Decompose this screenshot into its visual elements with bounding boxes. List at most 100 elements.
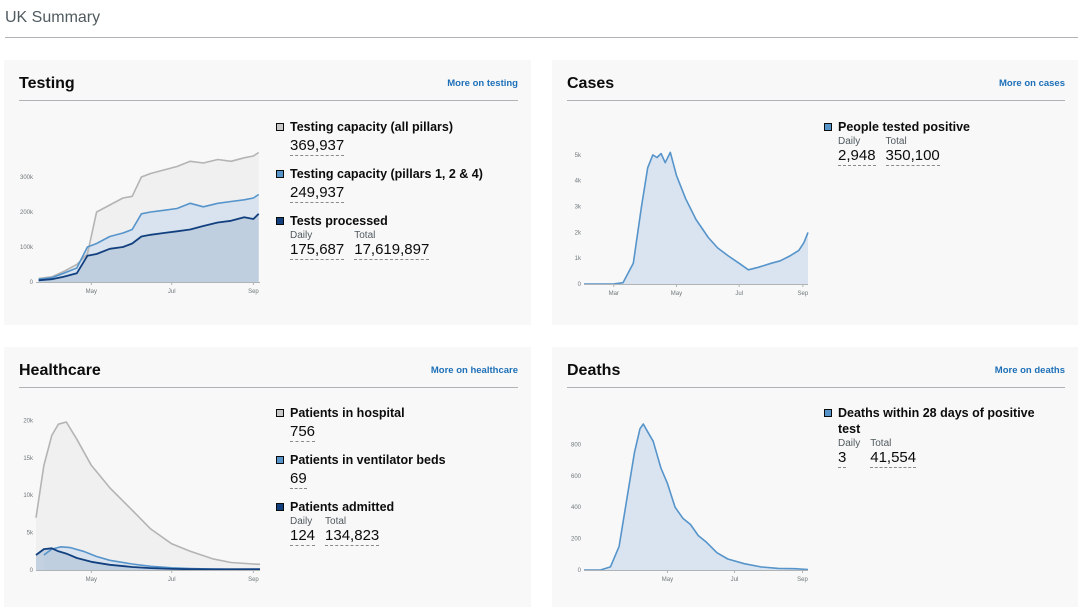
testing-card-title: Testing: [19, 75, 75, 92]
cases-stats: People tested positive Daily 2,948 Total…: [824, 119, 1069, 176]
deaths-total-label: Total: [870, 438, 892, 449]
series-area-dark-blue: [36, 548, 260, 570]
admitted-daily-label: Daily: [290, 516, 313, 527]
y-tick-label: 20k: [23, 418, 34, 424]
y-tick-label: 600: [571, 474, 582, 480]
admitted-total-value[interactable]: 134,823: [325, 527, 380, 546]
admitted-total-label: Total: [325, 516, 347, 527]
testing-stats: Testing capacity (all pillars) 369,937 T…: [276, 119, 526, 270]
y-tick-label: 0: [578, 282, 582, 288]
y-tick-label: 15k: [23, 456, 34, 462]
admitted-daily-value[interactable]: 124: [290, 527, 316, 546]
legend-swatch-dark-blue: [276, 503, 284, 511]
series-line-grey: [35, 421, 261, 566]
cases-daily-value[interactable]: 2,948: [838, 147, 876, 166]
cases-chart: 0 1k 2k 3k 4k 5k Mar May Jul Sep: [575, 151, 809, 297]
x-tick-label: May: [86, 577, 97, 583]
x-tick-label: May: [86, 289, 97, 295]
testing-capacity-pillars-label: Testing capacity (pillars 1, 2 & 4): [290, 167, 483, 181]
testing-capacity-all-label: Testing capacity (all pillars): [290, 120, 454, 134]
y-tick-label: 200k: [20, 210, 34, 216]
people-tested-positive-metric: People tested positive Daily 2,948 Total…: [824, 119, 1069, 166]
deaths-daily-label: Daily: [838, 438, 861, 449]
legend-swatch-grey: [276, 123, 284, 131]
series-line-light-blue: [583, 151, 809, 285]
cases-daily-label: Daily: [838, 136, 861, 147]
deaths-daily-value[interactable]: 3: [838, 449, 847, 468]
more-on-cases-link[interactable]: More on cases: [999, 78, 1065, 89]
legend-swatch-light-blue: [276, 170, 284, 178]
healthcare-chart: 0 5k 10k 15k 20k May Jul Sep: [23, 418, 261, 583]
testing-card: Testing More on testing 0 100k 200k 300k May…: [4, 60, 531, 325]
cases-total-label: Total: [885, 136, 907, 147]
series-line-light-blue: [584, 423, 809, 571]
legend-swatch-light-blue: [276, 456, 284, 464]
legend-swatch-light-blue: [824, 409, 832, 417]
deaths-total-value[interactable]: 41,554: [870, 449, 917, 468]
y-tick-label: 400: [571, 505, 582, 511]
series-area-light-blue: [584, 424, 808, 570]
cases-card: Cases More on cases 0 1k 2k 3k 4k 5k Mar May Jul…: [552, 60, 1078, 325]
x-tick-label: Jul: [731, 577, 739, 583]
y-tick-label: 0: [578, 568, 582, 574]
y-tick-label: 3k: [575, 205, 582, 211]
tests-processed-daily-value[interactable]: 175,687: [290, 241, 345, 260]
deaths-within-28-days-label: Deaths within 28 days of positive test: [838, 406, 1035, 436]
patients-ventilator-value[interactable]: 69: [290, 470, 307, 489]
cases-total-value[interactable]: 350,100: [885, 147, 940, 166]
patients-admitted-metric: Patients admitted Daily 124 Total 134,82…: [276, 499, 526, 546]
cases-card-title: Cases: [567, 75, 615, 92]
x-tick-label: Sep: [248, 577, 259, 583]
x-tick-label: Sep: [797, 577, 808, 583]
x-tick-label: Sep: [798, 291, 809, 297]
y-tick-label: 10k: [23, 493, 34, 499]
more-on-deaths-link[interactable]: More on deaths: [994, 365, 1065, 376]
deaths-chart: 0 200 400 600 800 May Jul Sep: [571, 423, 809, 583]
more-on-testing-link[interactable]: More on testing: [447, 78, 518, 89]
y-tick-label: 2k: [575, 230, 582, 236]
more-on-healthcare-link[interactable]: More on healthcare: [430, 365, 518, 376]
patients-in-hospital-value[interactable]: 756: [290, 423, 316, 442]
title-divider: [5, 37, 1078, 38]
testing-capacity-pillars-value[interactable]: 249,937: [290, 184, 345, 203]
y-tick-label: 100k: [20, 245, 34, 251]
series-line-dark-blue: [38, 213, 260, 282]
y-tick-label: 300k: [20, 175, 34, 181]
patients-in-hospital-label: Patients in hospital: [290, 406, 405, 420]
page-title: UK Summary: [5, 9, 101, 26]
x-tick-label: Jul: [168, 577, 176, 583]
x-tick-label: Mar: [609, 291, 619, 297]
legend-swatch-grey: [276, 409, 284, 417]
healthcare-card-divider: [19, 387, 518, 388]
testing-capacity-pillars-metric: Testing capacity (pillars 1, 2 & 4) 249,…: [276, 166, 526, 203]
series-area-grey: [36, 422, 260, 570]
tests-processed-total-value[interactable]: 17,619,897: [354, 241, 430, 260]
y-tick-label: 1k: [575, 256, 582, 262]
series-line-light-blue: [38, 193, 260, 280]
people-tested-positive-label: People tested positive: [838, 120, 970, 134]
y-tick-label: 5k: [27, 531, 34, 537]
tests-processed-metric: Tests processed Daily 175,687 Total 17,6…: [276, 213, 526, 260]
deaths-within-28-days-metric: Deaths within 28 days of positive test D…: [824, 405, 1049, 468]
testing-capacity-all-value[interactable]: 369,937: [290, 137, 345, 156]
x-tick-label: Jul: [735, 291, 743, 297]
y-tick-label: 800: [571, 442, 582, 448]
tests-processed-daily-label: Daily: [290, 230, 313, 241]
y-tick-label: 4k: [575, 179, 582, 185]
series-area-light-blue: [584, 152, 808, 284]
y-tick-label: 0: [30, 568, 34, 574]
x-tick-label: Jul: [168, 289, 176, 295]
x-tick-label: May: [662, 577, 673, 583]
legend-swatch-light-blue: [824, 123, 832, 131]
deaths-card-title: Deaths: [567, 362, 621, 379]
series-line-dark-blue: [35, 547, 261, 571]
cases-card-divider: [567, 100, 1065, 101]
patients-ventilator-label: Patients in ventilator beds: [290, 453, 446, 467]
y-tick-label: 200: [571, 537, 582, 543]
testing-chart: 0 100k 200k 300k May Jul Sep: [20, 151, 260, 295]
deaths-card: Deaths More on deaths 0 200 400 600 800 May Ju…: [552, 347, 1078, 607]
tests-processed-total-label: Total: [354, 230, 376, 241]
x-tick-label: May: [671, 291, 682, 297]
tests-processed-label: Tests processed: [290, 214, 388, 228]
legend-swatch-dark-blue: [276, 217, 284, 225]
